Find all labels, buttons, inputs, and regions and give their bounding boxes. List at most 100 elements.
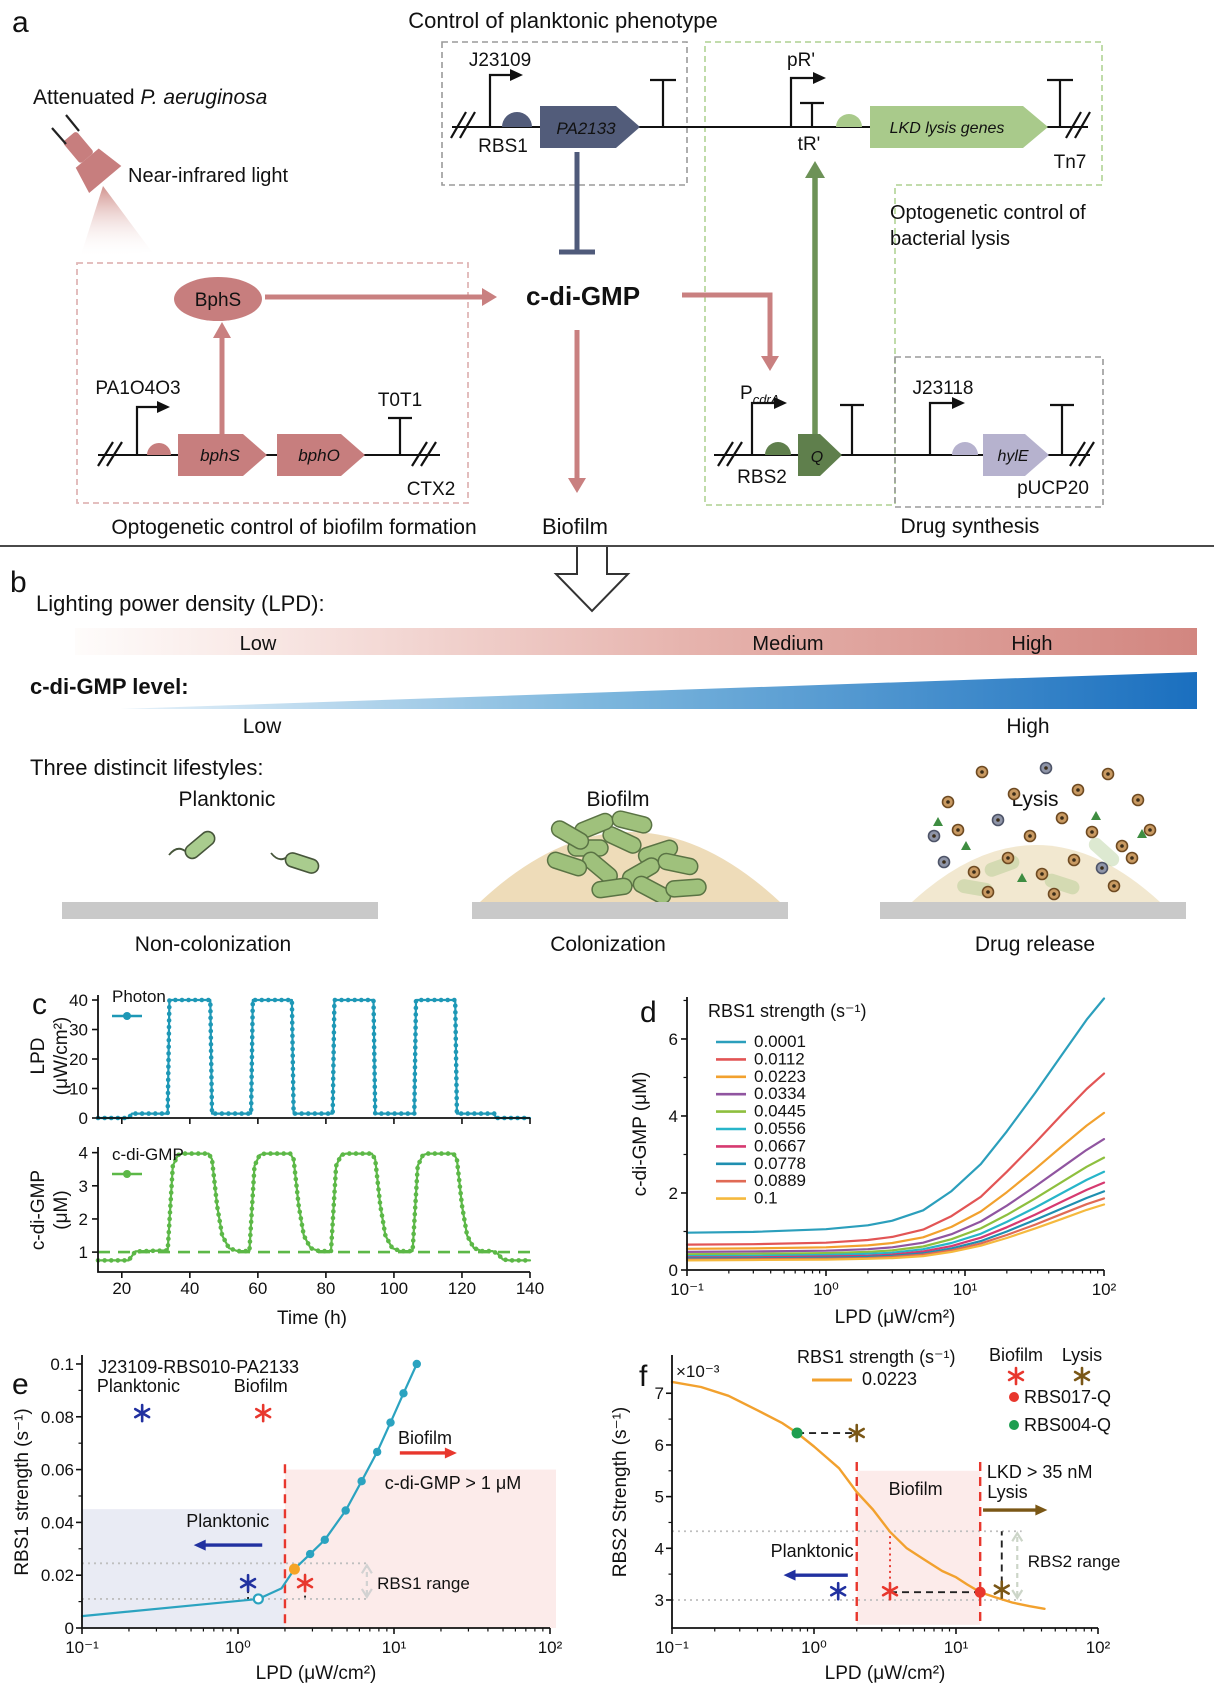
promoter-icon-j23118	[928, 401, 952, 455]
legend-label: Lysis	[1062, 1345, 1102, 1365]
series-line	[685, 1156, 1106, 1256]
promoter-label-j23118: J23118	[913, 378, 974, 399]
drug-particle-core	[1006, 856, 1010, 860]
y-tick-label: 0	[669, 1261, 678, 1280]
y-axis-label: (μW/cm²)	[51, 1017, 72, 1095]
x-tick-label: 10²	[1092, 1280, 1117, 1299]
x-tick-label: 10⁻¹	[65, 1638, 99, 1657]
bphs-protein-node	[174, 277, 262, 321]
legend-marker-dot	[1009, 1392, 1019, 1402]
panel-a-title: Control of planktonic phenotype	[408, 8, 717, 33]
gene-bphs-label: bphS	[200, 446, 240, 465]
gene-hyle-label: hylE	[997, 448, 1028, 465]
rbs-icon-biofilm	[147, 443, 171, 455]
y-tick-label: 1	[79, 1243, 88, 1262]
drug-particle-core	[1076, 788, 1080, 792]
planktonic-construct-box	[441, 41, 688, 186]
annotation-text: Biofilm	[889, 1479, 943, 1499]
biofilm-node: Biofilm	[542, 514, 608, 539]
rbs1-label: RBS1	[478, 136, 528, 157]
biofilm-bacterium	[602, 826, 642, 854]
axis-spines	[97, 1147, 530, 1273]
drug-box-label: Drug synthesis	[901, 515, 1040, 538]
scene-decor	[168, 761, 1160, 905]
promoter-icon-j23109	[488, 73, 510, 127]
x-tick-label: 140	[516, 1279, 544, 1298]
lpd-medium-label: Medium	[752, 633, 823, 655]
legend-label: 0.0445	[754, 1102, 806, 1121]
y-tick-label: 6	[655, 1436, 664, 1455]
scene-caption-lysis: Drug release	[975, 933, 1095, 956]
drug-particle-core	[1044, 766, 1048, 770]
nir-label: Near-infrared light	[128, 165, 289, 187]
series-line	[80, 1362, 418, 1618]
x-tick-label: 10¹	[944, 1638, 969, 1657]
gene-bpho-label: bphO	[298, 446, 340, 465]
series-line	[685, 1138, 1106, 1253]
rbs2-label: RBS2	[737, 467, 787, 488]
promoter-label-j23109: J23109	[469, 50, 531, 71]
axis-spines	[97, 995, 530, 1119]
terminator-label-tr: tR'	[798, 134, 821, 155]
legend-title: RBS1 strength (s⁻¹)	[797, 1347, 956, 1367]
drug-particle-core	[1040, 872, 1044, 876]
flow-down-arrow	[553, 547, 631, 613]
x-tick-label: 100	[380, 1279, 408, 1298]
open-circle-marker	[252, 1593, 264, 1605]
lpd-high-label: High	[1011, 633, 1052, 655]
series-line	[685, 1203, 1106, 1262]
y-tick-label: 0.06	[41, 1461, 74, 1480]
scene-caption-biofilm: Colonization	[550, 933, 666, 956]
promoter-label-pr: pR'	[787, 50, 815, 71]
rbs-icon-drug	[952, 442, 978, 455]
cdigmp-node: c-di-GMP	[526, 281, 640, 311]
y-axis-label: c-di-GMP	[28, 1170, 49, 1250]
range-arrowhead	[1011, 1531, 1024, 1542]
curve-dot	[372, 1447, 382, 1457]
curve-dot	[357, 1477, 366, 1486]
surface-bar-planktonic	[62, 902, 378, 919]
lpd-low-label: Low	[240, 633, 277, 655]
gene-q	[798, 434, 842, 476]
y-tick-label: 30	[69, 1021, 88, 1040]
x-tick-label: 120	[448, 1279, 476, 1298]
y-axis-label: c-di-GMP (μM)	[630, 1072, 651, 1197]
x-tick-label: 10²	[1086, 1638, 1111, 1657]
asterisk-marker	[254, 1403, 272, 1423]
asterisk-marker	[1073, 1366, 1091, 1386]
drug-particle-core	[1112, 884, 1116, 888]
y-tick-label: 3	[79, 1177, 88, 1196]
y-tick-label: 2	[669, 1184, 678, 1203]
axis-spines	[686, 997, 1104, 1271]
light-beam	[80, 186, 152, 258]
promoter-arrowhead	[774, 397, 787, 409]
dot-marker	[974, 1586, 986, 1598]
lysed-bacterium	[1088, 837, 1120, 867]
arrowhead	[1035, 1504, 1048, 1516]
biofilm-bacterium	[665, 878, 707, 898]
panel-label-d: d	[640, 996, 657, 1029]
x-tick-label: 10⁻¹	[670, 1280, 704, 1299]
biofilm-bacterium	[591, 877, 633, 899]
scene-title-biofilm: Biofilm	[586, 788, 649, 811]
drug-particle-core	[1090, 830, 1094, 834]
y-tick-label: 5	[655, 1488, 664, 1507]
legend-marker-dot	[123, 1170, 131, 1178]
annotation-text: RBS1 range	[377, 1574, 470, 1593]
drug-particle-core	[1130, 856, 1134, 860]
legend-label: 0.0223	[754, 1067, 806, 1086]
series-line	[685, 997, 1106, 1234]
dot-marker	[791, 1427, 803, 1439]
asterisk-marker	[993, 1580, 1010, 1599]
drug-triangle	[933, 817, 943, 826]
legend-label: 0.0334	[754, 1084, 806, 1103]
legend-label: Photon	[112, 987, 166, 1006]
shaded-region	[284, 1469, 556, 1628]
light-rays-icon	[51, 114, 80, 145]
series-dots	[95, 997, 533, 1121]
annotation-text: c-di-GMP > 1 μM	[385, 1473, 522, 1493]
drug-particle-core	[1052, 892, 1056, 896]
arrowhead	[193, 1539, 206, 1551]
legend-label: 0.0667	[754, 1136, 806, 1155]
legend-label: 0.0889	[754, 1171, 806, 1190]
